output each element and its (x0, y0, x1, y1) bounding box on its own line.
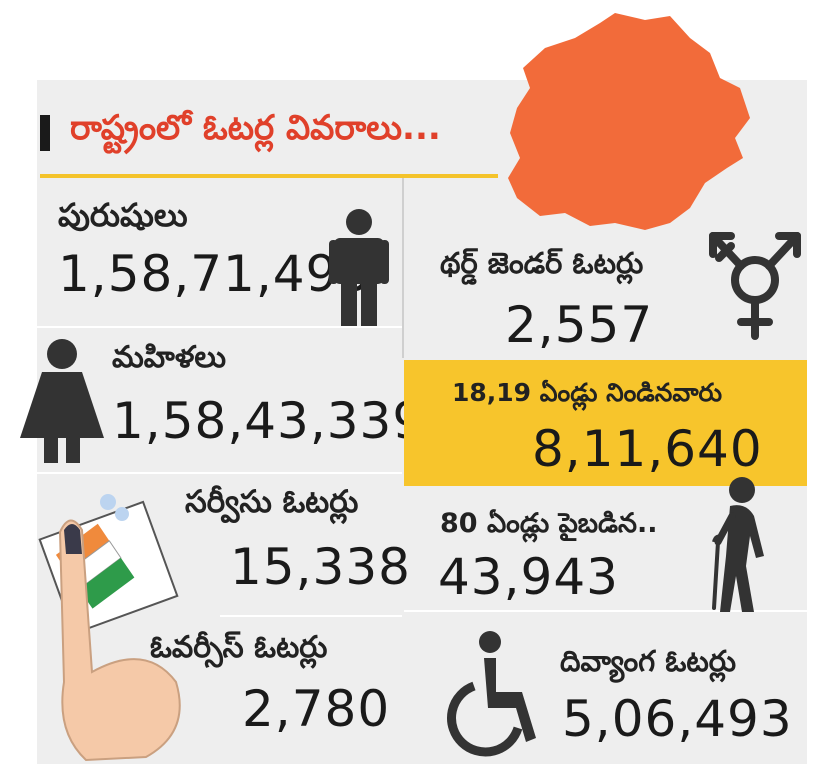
senior-voters-label: 80 ఏండ్లు పైబడిన.. (440, 508, 658, 539)
row-divider (37, 326, 402, 328)
women-label: మహిళలు (112, 340, 227, 375)
telangana-map (508, 13, 750, 230)
first-time-voters-label: 18,19 ఏండ్లు నిండినవారు (452, 378, 723, 407)
column-divider (402, 178, 404, 358)
women-value: 1,58,43,339 (112, 392, 426, 450)
third-gender-value: 2,557 (505, 296, 654, 354)
wheelchair-icon (447, 631, 536, 757)
third-gender-label: థర్డ్ జెండర్ ఓటర్లు (440, 246, 644, 280)
male-person-icon (329, 209, 389, 326)
overseas-voters-label: ఓవర్సీస్ ఓటర్లు (150, 630, 328, 665)
men-label: పురుషులు (58, 196, 188, 234)
men-value: 1,58,71,493 (58, 245, 372, 303)
row-divider (220, 615, 402, 617)
row-divider (37, 472, 402, 474)
title-underline (40, 174, 498, 178)
senior-voters-value: 43,943 (438, 548, 619, 606)
disabled-voters-label: దివ్యాంగ ఓటర్లు (560, 644, 737, 678)
page-title: రాష్ట్రంలో ఓటర్ల వివరాలు... (70, 108, 441, 148)
inked-finger-icon (38, 494, 181, 762)
service-voters-value: 15,338 (230, 538, 411, 596)
first-time-voters-box (404, 360, 807, 486)
title-marker (40, 115, 50, 151)
first-time-voters-value: 8,11,640 (532, 420, 763, 478)
elderly-person-icon (712, 477, 764, 612)
disabled-voters-value: 5,06,493 (562, 690, 793, 748)
row-divider (404, 610, 807, 612)
overseas-voters-value: 2,780 (242, 680, 391, 738)
female-person-icon (20, 339, 104, 463)
transgender-symbol-icon (709, 232, 801, 340)
service-voters-label: సర్వీసు ఓటర్లు (185, 484, 359, 520)
